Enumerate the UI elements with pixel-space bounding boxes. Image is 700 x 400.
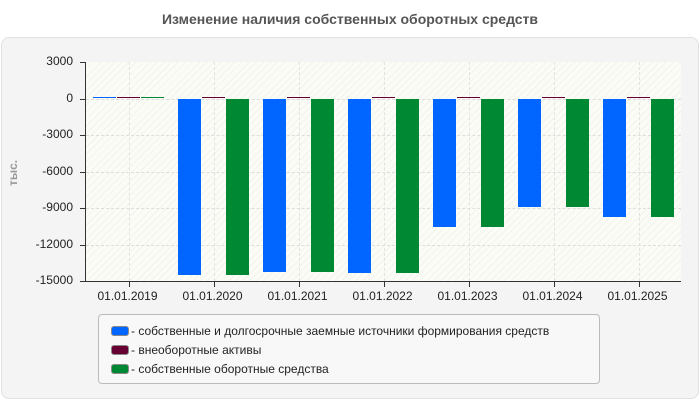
bar-series-2[interactable]	[627, 96, 650, 99]
bar-series-3[interactable]	[396, 98, 419, 274]
x-tick	[383, 281, 385, 287]
v-gridline	[553, 62, 555, 281]
bar-series-1[interactable]	[93, 96, 116, 99]
y-tick-label: 0	[66, 90, 73, 105]
legend-label: - собственные оборотные средства	[131, 362, 329, 376]
bar-series-2[interactable]	[372, 96, 395, 99]
legend-label: - собственные и долгосрочные заемные ист…	[131, 324, 550, 338]
bar-series-3[interactable]	[226, 98, 249, 276]
y-tick	[80, 208, 86, 209]
bar-series-2[interactable]	[117, 96, 140, 99]
bar-series-1[interactable]	[263, 98, 286, 273]
bar-series-2[interactable]	[457, 96, 480, 99]
legend-label: - внеоборотные активы	[131, 343, 262, 357]
y-tick	[80, 135, 86, 136]
bar-series-3[interactable]	[566, 98, 589, 208]
v-gridline	[298, 62, 300, 281]
y-tick	[80, 62, 86, 63]
legend-swatch-green	[111, 363, 129, 374]
x-tick-label: 01.01.2024	[522, 289, 583, 303]
x-tick-label: 01.01.2019	[97, 289, 158, 303]
legend-item-working-capital: - собственные оборотные средства	[111, 362, 329, 376]
legend: - собственные и долгосрочные заемные ист…	[98, 314, 600, 384]
v-gridline	[638, 62, 640, 281]
x-tick	[468, 281, 470, 287]
bar-series-1[interactable]	[603, 98, 626, 218]
bar-series-3[interactable]	[311, 98, 334, 273]
bar-series-1[interactable]	[518, 98, 541, 208]
y-tick-label: -12000	[35, 236, 73, 251]
legend-item-sources: - собственные и долгосрочные заемные ист…	[111, 324, 549, 338]
y-tick-label: -15000	[35, 273, 73, 287]
bar-series-2[interactable]	[202, 96, 225, 99]
bar-series-3[interactable]	[141, 96, 164, 99]
y-tick-label: 3000	[46, 54, 73, 68]
x-tick-label: 01.01.2021	[267, 289, 328, 303]
legend-item-noncurrent-assets: - внеоборотные активы	[111, 343, 261, 357]
x-tick	[553, 281, 555, 287]
y-tick	[80, 244, 86, 246]
x-tick-label: 01.01.2025	[607, 289, 668, 303]
y-tick	[80, 98, 86, 100]
bar-series-3[interactable]	[651, 98, 674, 218]
x-tick-label: 01.01.2020	[182, 289, 243, 303]
bar-series-2[interactable]	[287, 96, 310, 99]
bar-series-3[interactable]	[481, 98, 504, 228]
y-tick-label: -6000	[42, 163, 73, 178]
bar-series-1[interactable]	[348, 98, 371, 274]
bar-series-1[interactable]	[178, 98, 201, 276]
y-tick	[80, 171, 86, 173]
x-tick	[213, 281, 215, 287]
v-gridline	[213, 62, 215, 281]
x-tick	[298, 281, 300, 287]
chart-title: Изменение наличия собственных оборотных …	[161, 11, 539, 27]
x-tick-label: 01.01.2023	[437, 289, 498, 303]
y-tick	[80, 281, 86, 282]
x-tick-label: 01.01.2022	[352, 289, 413, 303]
v-gridline	[383, 62, 385, 281]
y-tick-label: -9000	[42, 200, 73, 214]
y-tick-label: -3000	[42, 127, 73, 141]
x-tick	[638, 281, 640, 287]
x-tick	[128, 281, 130, 287]
bar-series-1[interactable]	[433, 98, 456, 228]
plot-area	[80, 62, 681, 287]
legend-swatch-maroon	[111, 344, 129, 355]
v-gridline	[128, 62, 130, 281]
legend-swatch-blue	[111, 325, 129, 336]
v-gridline	[468, 62, 470, 281]
bar-series-2[interactable]	[542, 96, 565, 99]
